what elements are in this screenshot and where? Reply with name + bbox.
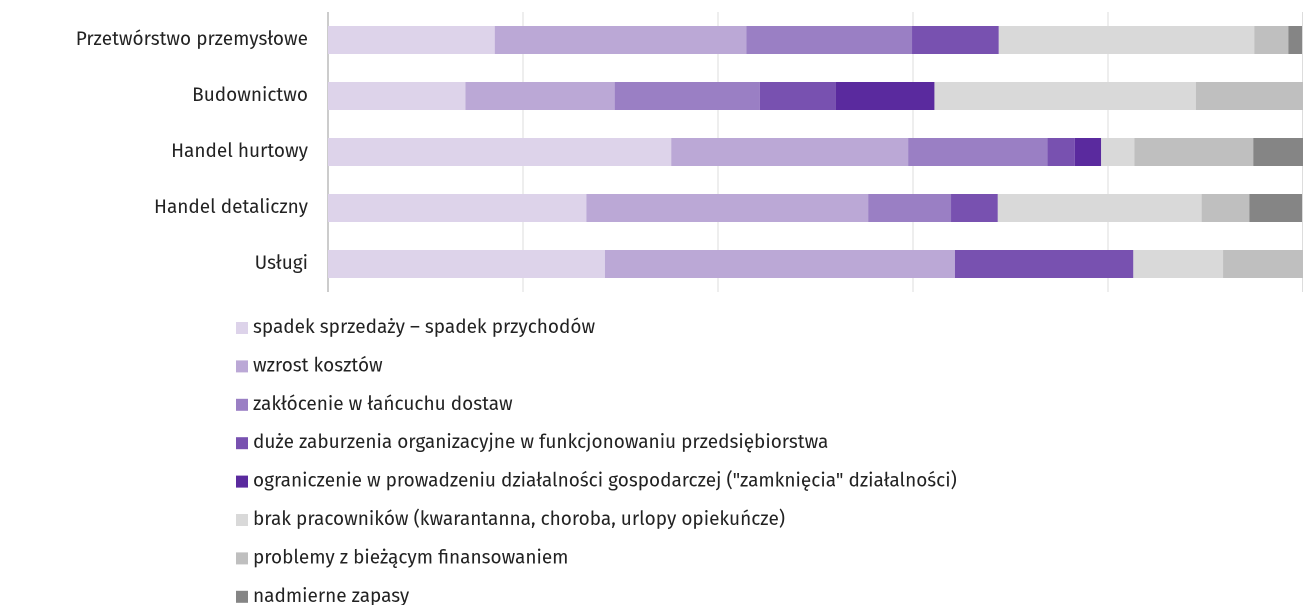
bar-segment [328,82,466,110]
legend-swatch [236,398,248,411]
bar-segment [1074,138,1102,166]
bar-segment [951,194,998,222]
bar-segment [1253,138,1303,166]
bar-segment [746,26,913,54]
bar-segment [586,194,869,222]
legend-label: duże zaburzenia organizacyjne w funkcjon… [253,431,828,454]
bar-segment [328,250,605,278]
bar-segment [1195,82,1303,110]
legend-swatch [236,514,248,526]
bar-segment [997,194,1202,222]
legend-label: spadek sprzedaży – spadek przychodów [253,316,595,339]
bar-segment [604,250,955,278]
bar-segment [908,138,1048,166]
y-tick-label: Handel detaliczny [154,196,309,219]
bar-segment [954,250,1134,278]
y-tick-label: Usługi [255,252,308,275]
legend-label: ograniczenie w prowadzeniu działalności … [253,470,957,493]
bar-segment [1223,250,1303,278]
bar-segment [1101,138,1135,166]
legend-swatch [236,590,248,603]
legend-label: wzrost kosztów [253,354,383,377]
bar-segment [671,138,909,166]
bar-segment [614,82,760,110]
bar-segment [328,138,672,166]
legend-label: problemy z bieżącym finansowaniem [253,546,568,569]
bar-segment [998,26,1255,54]
bar-segment [1249,194,1303,222]
bar-segment [1047,138,1075,166]
bar-segment [759,82,836,110]
bar-segment [1288,26,1303,54]
bar-segment [494,26,747,54]
bar-segment [912,26,999,54]
legend-swatch [236,552,248,565]
legend-label: zakłócenie w łańcuchu dostaw [253,393,513,416]
y-tick-label: Handel hurtowy [171,140,309,163]
bar-segment [934,82,1196,110]
legend-swatch [236,437,248,450]
bar-segment [1254,26,1289,54]
bar-segment [1133,250,1224,278]
legend-label: nadmierne zapasy [253,585,410,605]
legend-swatch [236,475,248,488]
legend-swatch [236,322,248,334]
legend-swatch [236,360,248,373]
bar-segment [835,82,935,110]
bar-segment [868,194,952,222]
bar-segment [465,82,615,110]
legend-label: brak pracowników (kwarantanna, choroba, … [253,508,785,531]
bar-segment [328,194,587,222]
bar-segment [1201,194,1250,222]
y-tick-label: Przetwórstwo przemysłowe [76,28,308,51]
bar-segment [1134,138,1254,166]
bar-segment [328,26,495,54]
y-tick-label: Budownictwo [192,84,308,107]
